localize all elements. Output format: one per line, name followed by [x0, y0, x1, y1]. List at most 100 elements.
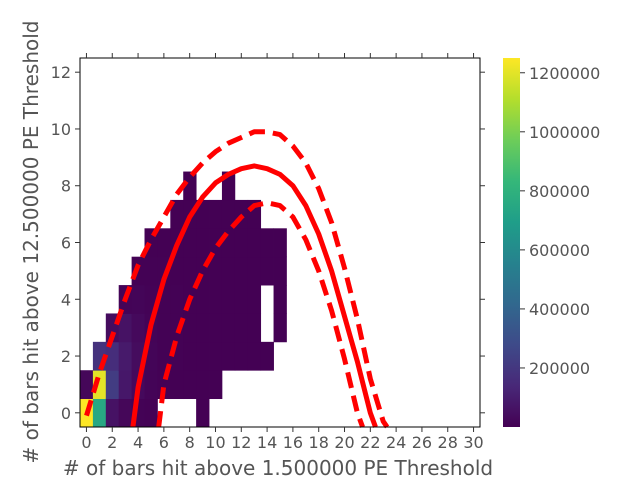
x-tick-label: 2: [107, 433, 117, 452]
y-tick-label: 4: [61, 290, 71, 309]
x-tick-label: 0: [81, 433, 91, 452]
x-tick-label: 20: [334, 433, 354, 452]
heatmap-cell: [196, 228, 210, 258]
dashed-curve: [84, 129, 390, 429]
heatmap-cell: [131, 285, 145, 314]
heatmap-cell: [221, 228, 236, 258]
heatmap-cell: [118, 398, 133, 428]
heatmap-cell: [247, 341, 262, 371]
x-tick-label: 16: [283, 433, 303, 452]
heatmap-cell: [196, 199, 210, 229]
heatmap-cell: [157, 341, 171, 371]
heatmap-cell: [131, 313, 145, 343]
x-tick-label: 14: [257, 433, 277, 452]
colorbar-tick-label: 1200000: [529, 64, 600, 83]
heatmap-cell: [221, 313, 236, 343]
heatmap-cell: [170, 199, 184, 229]
heatmap-cell: [183, 171, 197, 201]
dashed-curve: [156, 200, 365, 428]
y-tick-label: 0: [61, 404, 71, 423]
heatmap-cells: [80, 171, 287, 428]
heatmap-cell: [221, 256, 236, 286]
heatmap-cell: [260, 256, 274, 286]
x-tick-label: 26: [412, 433, 432, 452]
x-tick-label: 12: [231, 433, 251, 452]
y-tick-label: 12: [51, 63, 71, 82]
heatmap-cell: [234, 285, 249, 314]
colorbar-gradient: [503, 58, 520, 427]
solid-curve: [130, 163, 378, 428]
heatmap-cell: [273, 285, 287, 314]
heatmap-cell: [221, 199, 236, 229]
heatmap-cell: [234, 228, 249, 258]
heatmap-cell: [144, 256, 158, 286]
heatmap-cell: [260, 341, 274, 371]
heatmap-cell: [144, 370, 158, 400]
heatmap-cell: [209, 199, 223, 229]
heatmap-cell: [196, 341, 210, 371]
heatmap-cell: [170, 285, 184, 314]
x-tick-label: 10: [205, 433, 225, 452]
heatmap-cell: [196, 313, 210, 343]
heatmap-cell: [221, 285, 236, 314]
heatmap-cell: [80, 370, 94, 400]
x-tick-label: 30: [463, 433, 483, 452]
heatmap-cell: [209, 370, 223, 400]
x-tick-label: 4: [133, 433, 143, 452]
x-tick-label: 22: [360, 433, 380, 452]
colorbar-tick-label: 1000000: [529, 123, 600, 142]
heatmap-cell: [209, 341, 223, 371]
heatmap-cell: [196, 398, 210, 428]
heatmap-cell: [234, 341, 249, 371]
heatmap-cell: [157, 313, 171, 343]
heatmap-cell: [247, 228, 262, 258]
heatmap-cell: [234, 256, 249, 286]
heatmap-cell: [157, 228, 171, 258]
heatmap-cell: [209, 285, 223, 314]
heatmap-cell: [196, 370, 210, 400]
y-tick-label: 8: [61, 177, 71, 196]
heatmap-cell: [105, 370, 120, 400]
x-tick-label: 28: [438, 433, 458, 452]
colorbar-tick-label: 600000: [529, 241, 590, 260]
x-tick-label: 24: [386, 433, 406, 452]
heatmap-cell: [183, 313, 197, 343]
x-tick-label: 8: [185, 433, 195, 452]
y-tick-label: 2: [61, 347, 71, 366]
heatmap-cell: [92, 398, 107, 428]
heatmap-cell: [183, 370, 197, 400]
heatmap-cell: [260, 228, 274, 258]
heatmap-cell: [105, 398, 120, 428]
heatmap-cell: [183, 228, 197, 258]
heatmap-cell: [273, 313, 287, 343]
heatmap-cell: [247, 285, 262, 314]
colorbar-tick-label: 200000: [529, 359, 590, 378]
red-curves: [84, 129, 390, 429]
heatmap-cell: [273, 256, 287, 286]
heatmap-cell: [170, 256, 184, 286]
colorbar: 200000 400000 600000 800000 1000000 1200000: [503, 58, 600, 427]
heatmap-cell: [118, 370, 133, 400]
heatmap-cell: [118, 313, 133, 343]
y-tick-label: 10: [51, 120, 71, 139]
heatmap-cell: [170, 370, 184, 400]
heatmap-cell: [183, 256, 197, 286]
colorbar-tick-label: 400000: [529, 300, 590, 319]
heatmap-cell: [209, 256, 223, 286]
y-axis-label: # of bars hit above 12.500000 PE Thresho…: [19, 21, 43, 464]
heatmap-cell: [196, 285, 210, 314]
x-axis-label: # of bars hit above 1.500000 PE Threshol…: [63, 456, 493, 480]
heatmap-cell: [183, 341, 197, 371]
heatmap-cell: [221, 341, 236, 371]
colorbar-tick-label: 800000: [529, 182, 590, 201]
x-tick-label: 18: [309, 433, 329, 452]
heatmap-cell: [247, 256, 262, 286]
heatmap-cell: [144, 398, 158, 428]
x-tick-label: 6: [159, 433, 169, 452]
y-tick-label: 6: [61, 234, 71, 253]
heatmap-cell: [118, 341, 133, 371]
heatmap-cell: [234, 313, 249, 343]
heatmap-cell: [105, 341, 120, 371]
heatmap-cell: [209, 313, 223, 343]
